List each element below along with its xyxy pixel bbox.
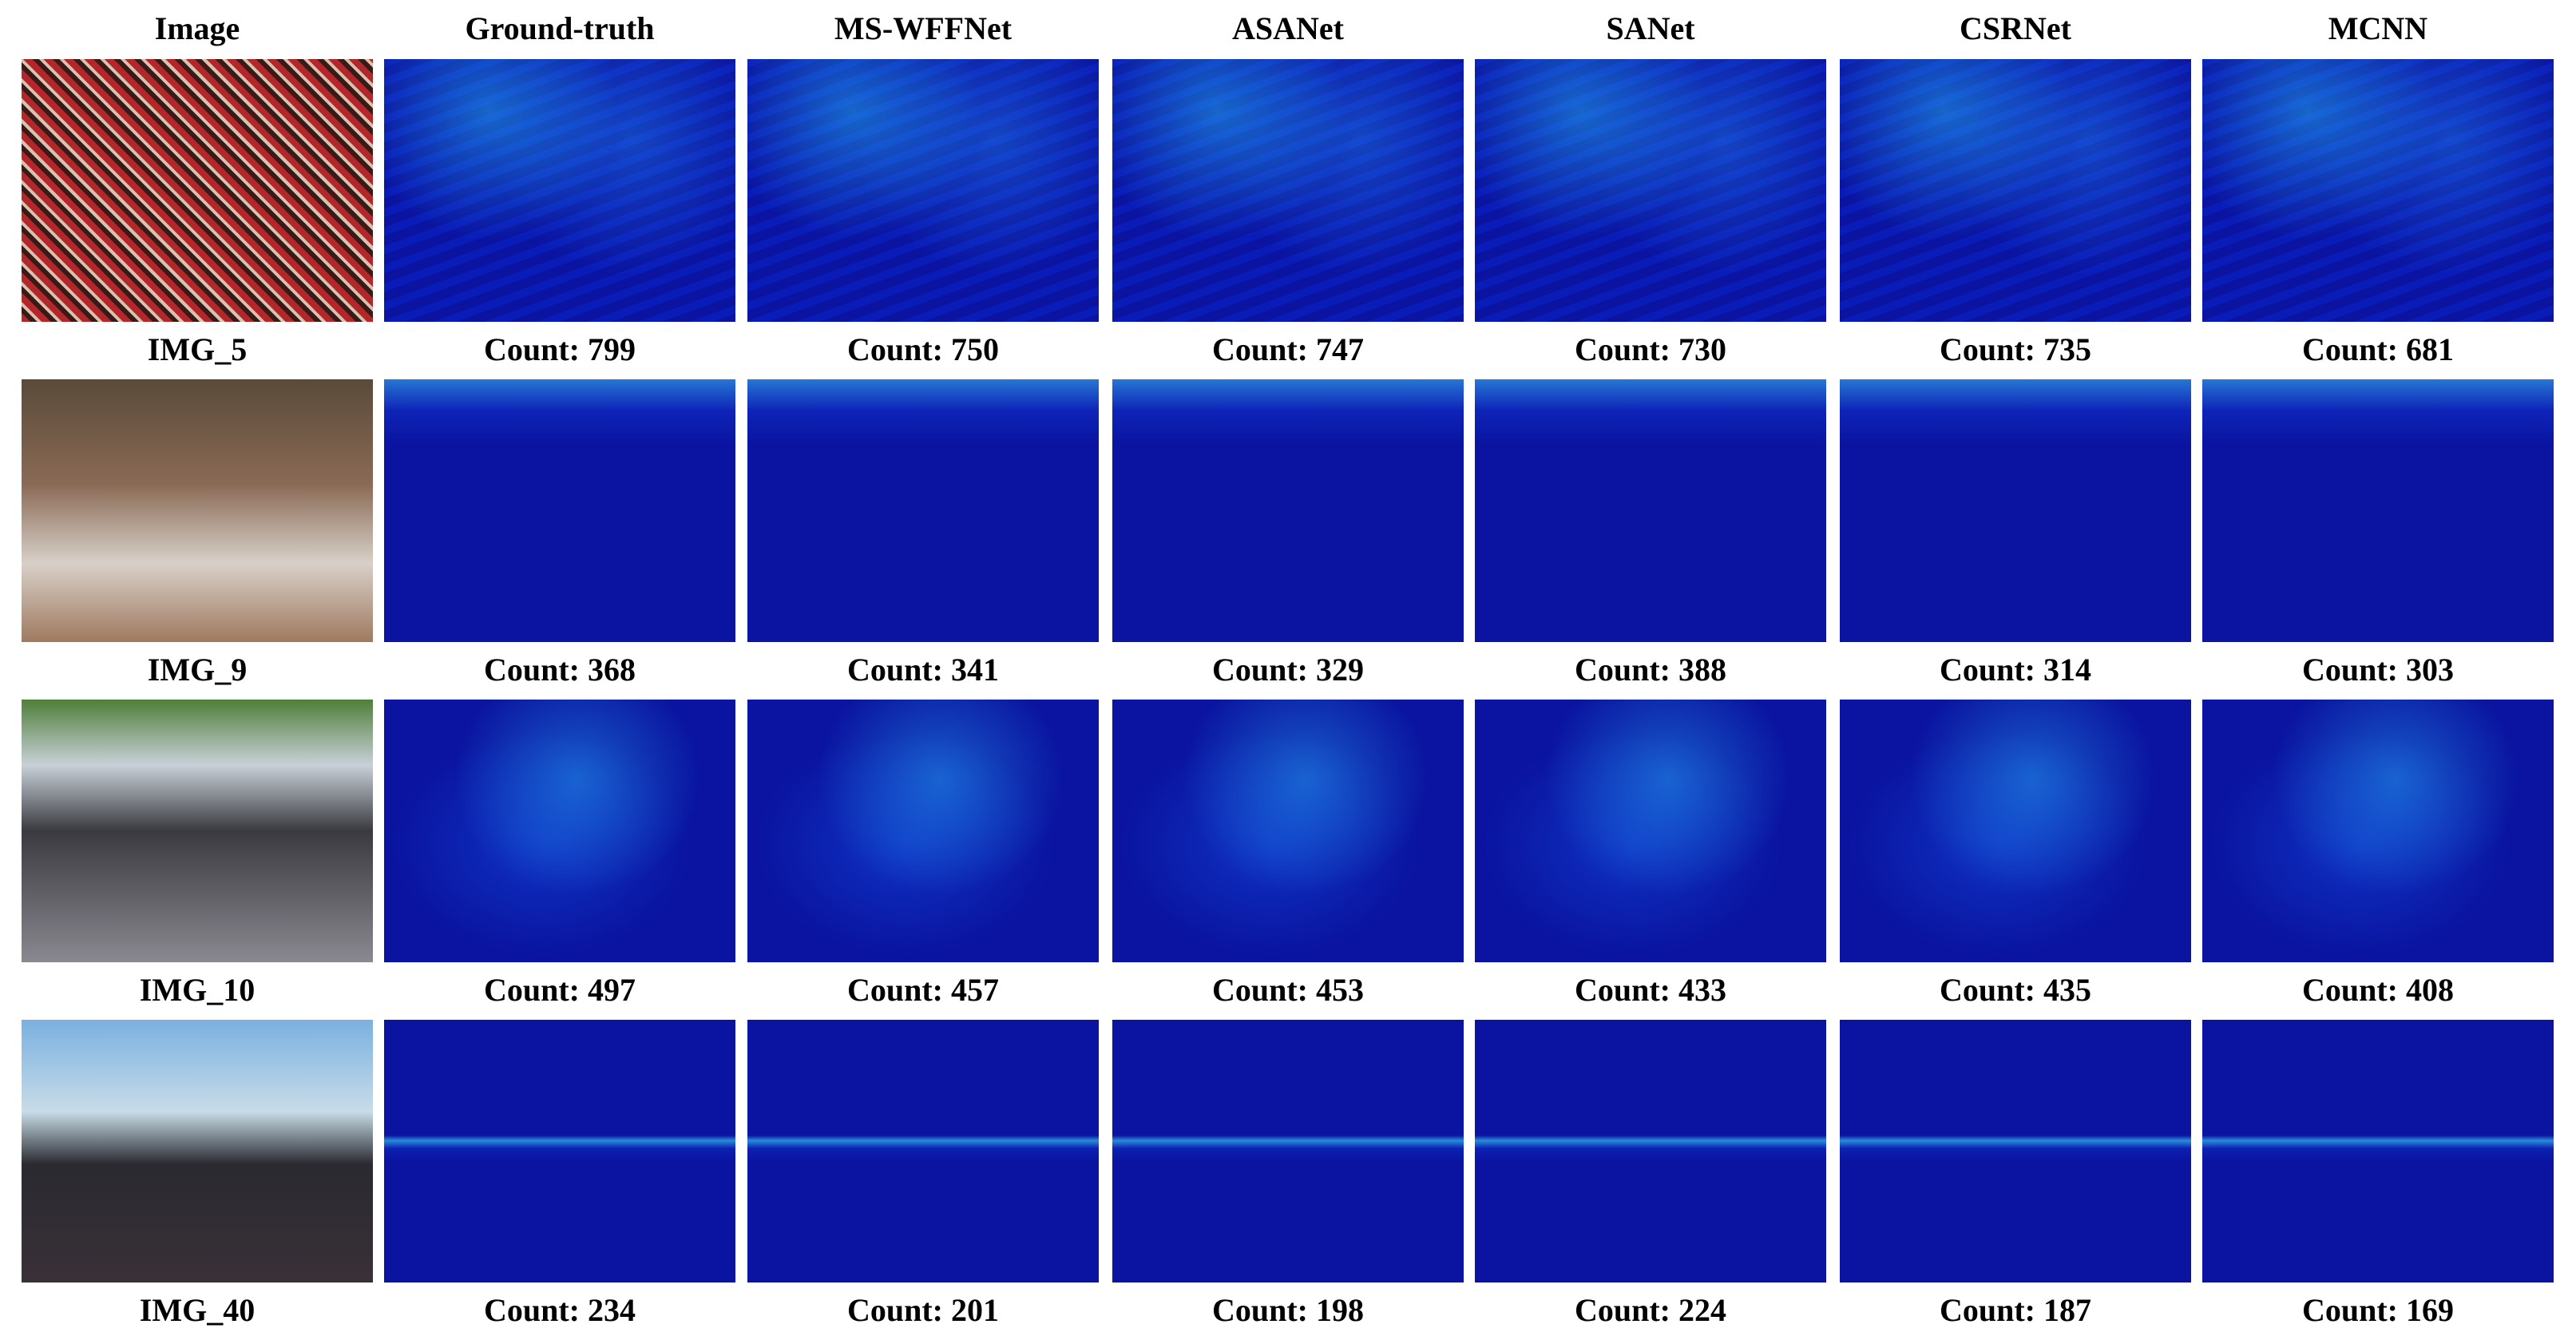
crowd-image bbox=[22, 700, 373, 962]
count-label: Count: 681 bbox=[2301, 331, 2455, 367]
count-label: Count: 453 bbox=[1211, 972, 1365, 1008]
count-label: Count: 388 bbox=[1574, 652, 1727, 688]
count-label: Count: 457 bbox=[846, 972, 1000, 1008]
count-label: Count: 314 bbox=[1939, 652, 2092, 688]
count-label: Count: 303 bbox=[2301, 652, 2455, 688]
count-label: Count: 747 bbox=[1211, 331, 1365, 367]
image-name: IMG_40 bbox=[139, 1292, 256, 1328]
column-header: CSRNet bbox=[1960, 10, 2071, 46]
count-label: Count: 187 bbox=[1939, 1292, 2092, 1328]
density-map bbox=[2202, 700, 2554, 962]
count-label: Count: 433 bbox=[1574, 972, 1727, 1008]
column-header: ASANet bbox=[1232, 10, 1344, 46]
density-map bbox=[747, 1020, 1099, 1283]
density-map bbox=[384, 59, 735, 322]
image-name: IMG_5 bbox=[147, 331, 248, 367]
density-map bbox=[1840, 379, 2191, 642]
count-label: Count: 735 bbox=[1939, 331, 2092, 367]
crowd-image bbox=[22, 59, 373, 322]
density-map bbox=[1112, 59, 1464, 322]
count-label: Count: 799 bbox=[483, 331, 636, 367]
count-label: Count: 750 bbox=[846, 331, 1000, 367]
image-name: IMG_9 bbox=[147, 652, 248, 688]
count-label: Count: 224 bbox=[1574, 1292, 1727, 1328]
density-map bbox=[1840, 1020, 2191, 1283]
density-map bbox=[2202, 379, 2554, 642]
count-label: Count: 234 bbox=[483, 1292, 636, 1328]
density-map bbox=[384, 379, 735, 642]
density-map bbox=[2202, 59, 2554, 322]
density-map bbox=[1112, 700, 1464, 962]
column-header: SANet bbox=[1606, 10, 1695, 46]
crowd-image bbox=[22, 1020, 373, 1283]
density-map bbox=[384, 1020, 735, 1283]
count-label: Count: 497 bbox=[483, 972, 636, 1008]
count-label: Count: 435 bbox=[1939, 972, 2092, 1008]
column-header: MS-WFFNet bbox=[834, 10, 1013, 46]
count-label: Count: 408 bbox=[2301, 972, 2455, 1008]
density-map bbox=[1840, 59, 2191, 322]
density-map bbox=[1840, 700, 2191, 962]
density-map bbox=[1475, 59, 1826, 322]
density-map bbox=[2202, 1020, 2554, 1283]
count-label: Count: 169 bbox=[2301, 1292, 2455, 1328]
count-label: Count: 341 bbox=[846, 652, 1000, 688]
column-header: MCNN bbox=[2328, 10, 2428, 46]
column-header: Ground-truth bbox=[465, 10, 655, 46]
count-label: Count: 730 bbox=[1574, 331, 1727, 367]
density-map bbox=[1112, 1020, 1464, 1283]
density-map bbox=[1475, 1020, 1826, 1283]
count-label: Count: 201 bbox=[846, 1292, 1000, 1328]
count-label: Count: 368 bbox=[483, 652, 636, 688]
density-map bbox=[1475, 379, 1826, 642]
density-map bbox=[1112, 379, 1464, 642]
image-name: IMG_10 bbox=[139, 972, 256, 1008]
density-map bbox=[384, 700, 735, 962]
count-label: Count: 329 bbox=[1211, 652, 1365, 688]
crowd-image bbox=[22, 379, 373, 642]
density-map bbox=[747, 700, 1099, 962]
density-map bbox=[747, 379, 1099, 642]
column-header: Image bbox=[154, 10, 240, 46]
density-map bbox=[1475, 700, 1826, 962]
density-map bbox=[747, 59, 1099, 322]
count-label: Count: 198 bbox=[1211, 1292, 1365, 1328]
